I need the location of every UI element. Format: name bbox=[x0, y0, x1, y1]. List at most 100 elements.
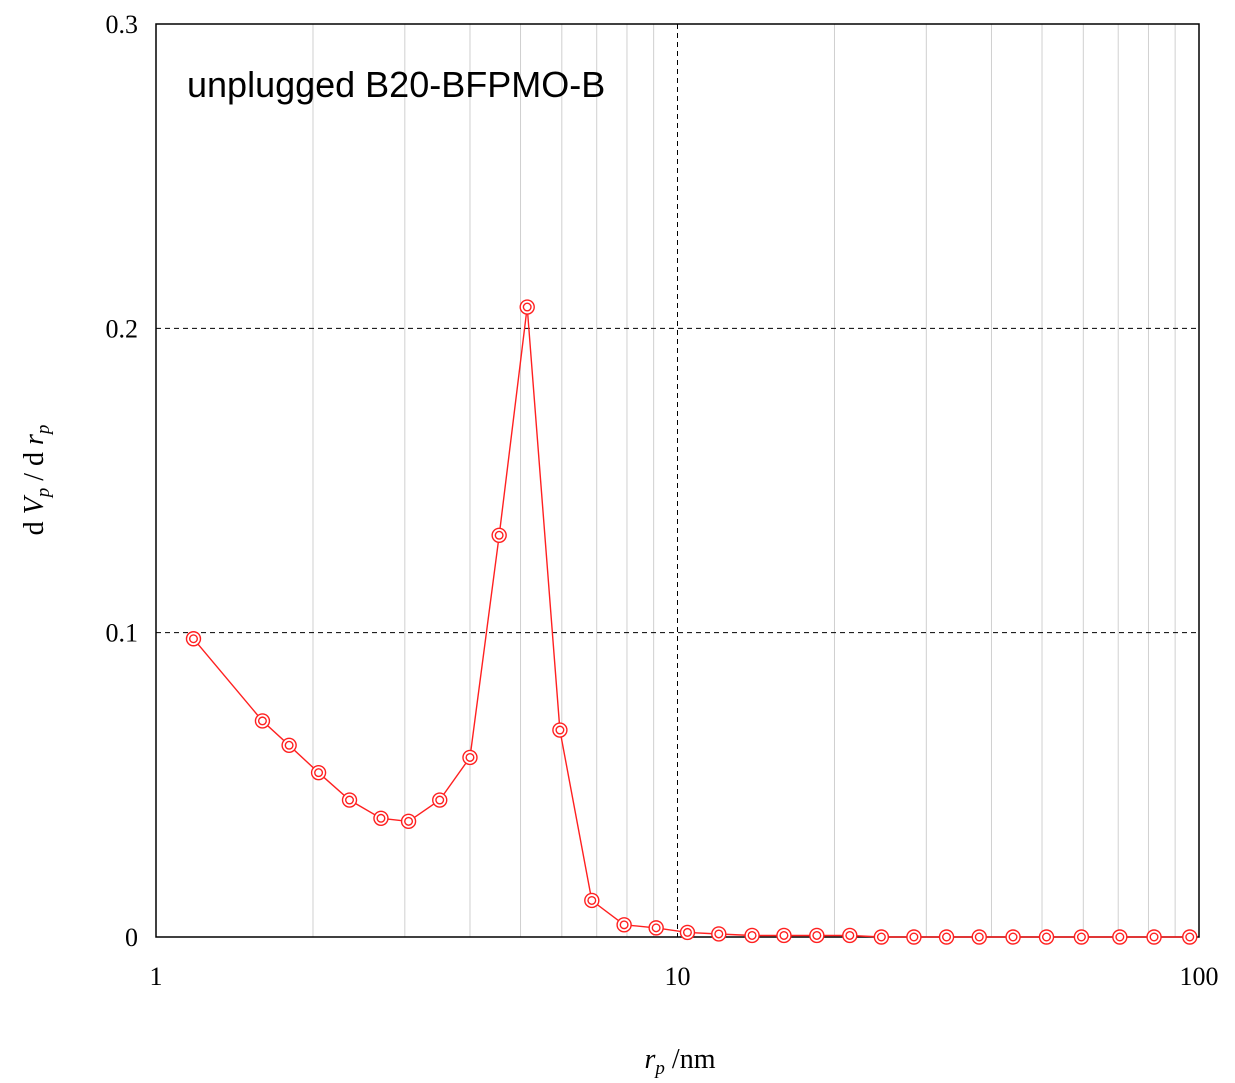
y-axis-label-d1: d bbox=[19, 514, 50, 535]
data-point bbox=[491, 527, 507, 543]
data-point bbox=[1112, 929, 1128, 945]
data-point-outer-ring bbox=[938, 929, 955, 945]
data-point-inner-ring bbox=[779, 930, 789, 940]
data-point bbox=[462, 749, 478, 766]
data-point-outer-ring bbox=[373, 810, 389, 827]
data-point-inner-ring bbox=[1115, 932, 1125, 942]
data-point-outer-ring bbox=[616, 917, 632, 933]
data-point-inner-ring bbox=[909, 932, 919, 942]
data-point-outer-ring bbox=[584, 892, 600, 909]
y-axis-label: d Vp / d rp bbox=[19, 425, 54, 536]
data-point-outer-ring bbox=[1005, 929, 1021, 945]
x-axis-label-sub: p bbox=[653, 1058, 665, 1079]
data-point-outer-ring bbox=[1146, 929, 1162, 945]
y-tick-label: 0.2 bbox=[106, 314, 139, 343]
data-point-inner-ring bbox=[845, 930, 855, 940]
data-point bbox=[1005, 929, 1021, 945]
y-tick-labels: 0 0.1 0.2 0.3 bbox=[106, 10, 139, 952]
data-point-inner-ring bbox=[1149, 932, 1159, 942]
data-point-inner-ring bbox=[284, 740, 294, 750]
data-point-inner-ring bbox=[942, 932, 952, 942]
data-point bbox=[1073, 929, 1090, 945]
data-point-inner-ring bbox=[1041, 932, 1051, 942]
data-point bbox=[809, 927, 825, 944]
data-point-inner-ring bbox=[812, 930, 822, 940]
chart-annotation: unplugged B20-BFPMO-B bbox=[187, 64, 605, 105]
data-point-outer-ring bbox=[432, 792, 448, 808]
series-layer bbox=[185, 299, 1198, 945]
data-point-inner-ring bbox=[314, 768, 324, 778]
data-point-inner-ring bbox=[404, 816, 414, 826]
data-point-outer-ring bbox=[971, 929, 987, 945]
data-point-outer-ring bbox=[519, 299, 535, 315]
data-point-outer-ring bbox=[400, 813, 417, 830]
data-point bbox=[1146, 929, 1162, 945]
data-point-inner-ring bbox=[876, 932, 886, 942]
data-point-inner-ring bbox=[188, 634, 198, 644]
data-point-inner-ring bbox=[747, 930, 757, 940]
data-point bbox=[938, 929, 955, 945]
data-point-outer-ring bbox=[552, 722, 568, 738]
data-point-outer-ring bbox=[842, 927, 858, 944]
data-point-inner-ring bbox=[522, 302, 532, 312]
data-point-inner-ring bbox=[974, 932, 984, 942]
x-axis-label: rp /nm bbox=[645, 1044, 716, 1079]
data-point bbox=[432, 792, 448, 808]
data-point-inner-ring bbox=[1008, 932, 1018, 942]
y-tick-label: 0 bbox=[125, 923, 138, 952]
data-point-inner-ring bbox=[1076, 932, 1086, 942]
x-tick-labels: 1 10 100 bbox=[150, 962, 1219, 991]
data-point-outer-ring bbox=[254, 713, 271, 729]
data-point-inner-ring bbox=[619, 920, 629, 930]
y-tick-label: 0.1 bbox=[106, 619, 139, 648]
data-point-outer-ring bbox=[906, 929, 922, 945]
data-point bbox=[776, 927, 792, 944]
x-tick-label: 1 bbox=[150, 962, 163, 991]
data-point bbox=[584, 892, 600, 909]
data-point bbox=[971, 929, 987, 945]
data-point-inner-ring bbox=[555, 725, 565, 735]
data-point bbox=[679, 924, 696, 941]
y-axis-label-vsub: p bbox=[33, 488, 54, 500]
data-point-outer-ring bbox=[1112, 929, 1128, 945]
x-axis-label-var: r bbox=[645, 1044, 656, 1075]
series-line bbox=[192, 306, 1190, 938]
data-point-outer-ring bbox=[809, 927, 825, 944]
data-point-inner-ring bbox=[257, 716, 267, 726]
y-tick-label: 0.3 bbox=[106, 10, 139, 39]
data-point bbox=[906, 929, 922, 945]
data-point-outer-ring bbox=[873, 929, 890, 945]
data-point-inner-ring bbox=[651, 923, 661, 933]
data-point-outer-ring bbox=[341, 792, 358, 808]
data-point-outer-ring bbox=[491, 527, 507, 543]
data-point bbox=[1182, 929, 1198, 945]
data-point bbox=[873, 929, 890, 945]
data-point-outer-ring bbox=[462, 749, 478, 766]
data-point-inner-ring bbox=[587, 895, 597, 905]
data-point bbox=[185, 631, 202, 647]
plot-frame bbox=[155, 23, 1200, 938]
data-point bbox=[281, 737, 297, 753]
data-point bbox=[341, 792, 358, 808]
data-point-outer-ring bbox=[1182, 929, 1198, 945]
minor-grid bbox=[312, 24, 1176, 937]
data-point-inner-ring bbox=[714, 929, 724, 939]
data-point-outer-ring bbox=[185, 631, 202, 647]
data-point-inner-ring bbox=[376, 813, 386, 823]
data-point-outer-ring bbox=[310, 764, 327, 781]
data-point-outer-ring bbox=[711, 926, 727, 942]
data-point-outer-ring bbox=[744, 927, 760, 944]
y-axis-label-v: V bbox=[19, 494, 50, 514]
major-grid bbox=[156, 23, 1199, 937]
data-point bbox=[711, 926, 727, 942]
y-axis-label-rsub: p bbox=[33, 425, 54, 437]
data-point bbox=[552, 722, 568, 738]
data-point bbox=[400, 813, 417, 830]
data-point bbox=[648, 920, 664, 936]
x-axis-label-unit: /nm bbox=[665, 1044, 716, 1075]
data-point bbox=[616, 917, 632, 933]
data-point bbox=[310, 764, 327, 781]
data-point-inner-ring bbox=[465, 752, 475, 762]
data-point-inner-ring bbox=[1185, 932, 1195, 942]
data-point-outer-ring bbox=[679, 924, 696, 941]
